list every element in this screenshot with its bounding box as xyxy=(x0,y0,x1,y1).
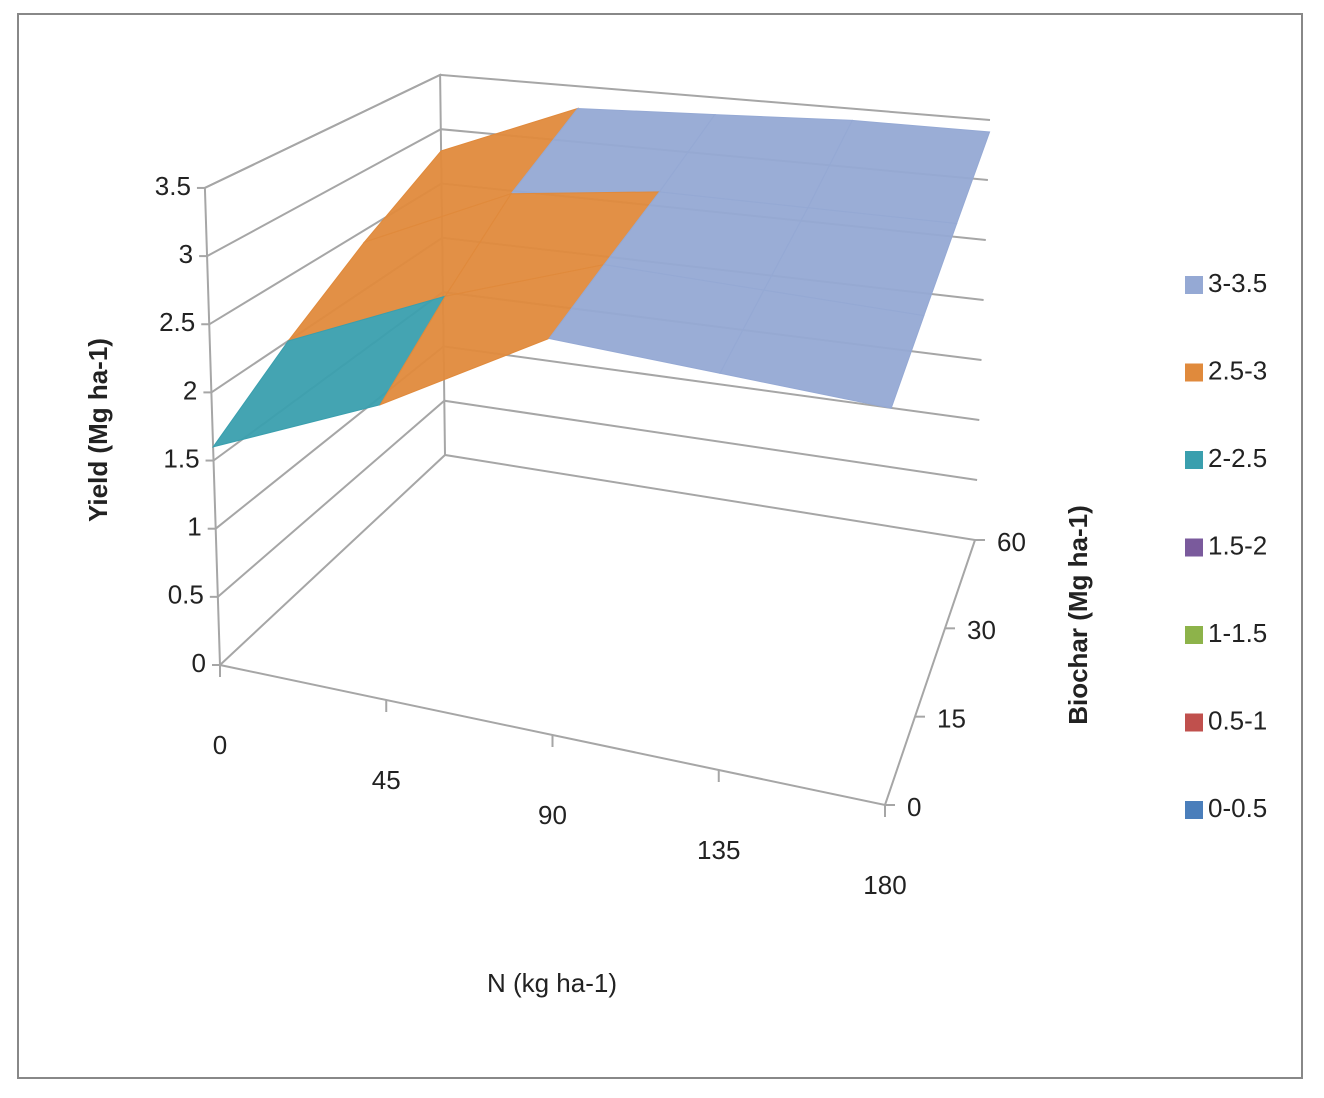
legend-label: 0.5-1 xyxy=(1208,705,1267,735)
z-tick-label: 0.5 xyxy=(168,580,204,610)
z-tick-label: 2.5 xyxy=(159,307,195,337)
floor-edge xyxy=(203,73,976,807)
z-tick-label: 1.5 xyxy=(163,443,199,473)
y-tick-label: 30 xyxy=(967,615,996,645)
x-tick-label: 90 xyxy=(538,800,567,830)
x-tick-label: 180 xyxy=(863,870,906,900)
legend-label: 0-0.5 xyxy=(1208,793,1267,823)
legend-label: 1-1.5 xyxy=(1208,618,1267,648)
legend-label: 2-2.5 xyxy=(1208,443,1267,473)
y-tick-label: 15 xyxy=(937,704,966,734)
z-tick-label: 3.5 xyxy=(155,171,191,201)
x-tick-label: 135 xyxy=(697,835,740,865)
x-axis-title: N (kg ha-1) xyxy=(487,968,617,998)
z-tick-label: 3 xyxy=(179,239,193,269)
legend-swatch xyxy=(1185,451,1203,469)
legend-swatch xyxy=(1185,626,1203,644)
x-tick-label: 0 xyxy=(213,730,227,760)
legend-swatch xyxy=(1185,276,1203,294)
z-tick-label: 0 xyxy=(192,648,206,678)
z-tick-label: 1 xyxy=(187,512,201,542)
y-tick-label: 0 xyxy=(907,792,921,822)
z-axis-title: Yield (Mg ha-1) xyxy=(83,338,113,522)
legend-label: 3-3.5 xyxy=(1208,268,1267,298)
z-tick-label: 2 xyxy=(183,375,197,405)
legend-label: 2.5-3 xyxy=(1208,355,1267,385)
legend-swatch xyxy=(1185,363,1203,382)
y-axis-title: Biochar (Mg ha-1) xyxy=(1063,505,1093,725)
surface-cell xyxy=(719,289,925,409)
legend-swatch xyxy=(1185,801,1203,819)
legend-swatch xyxy=(1185,713,1203,732)
legend-label: 1.5-2 xyxy=(1208,530,1267,560)
x-tick-label: 45 xyxy=(372,765,401,795)
y-tick-label: 60 xyxy=(997,527,1026,557)
legend-swatch xyxy=(1185,538,1203,557)
